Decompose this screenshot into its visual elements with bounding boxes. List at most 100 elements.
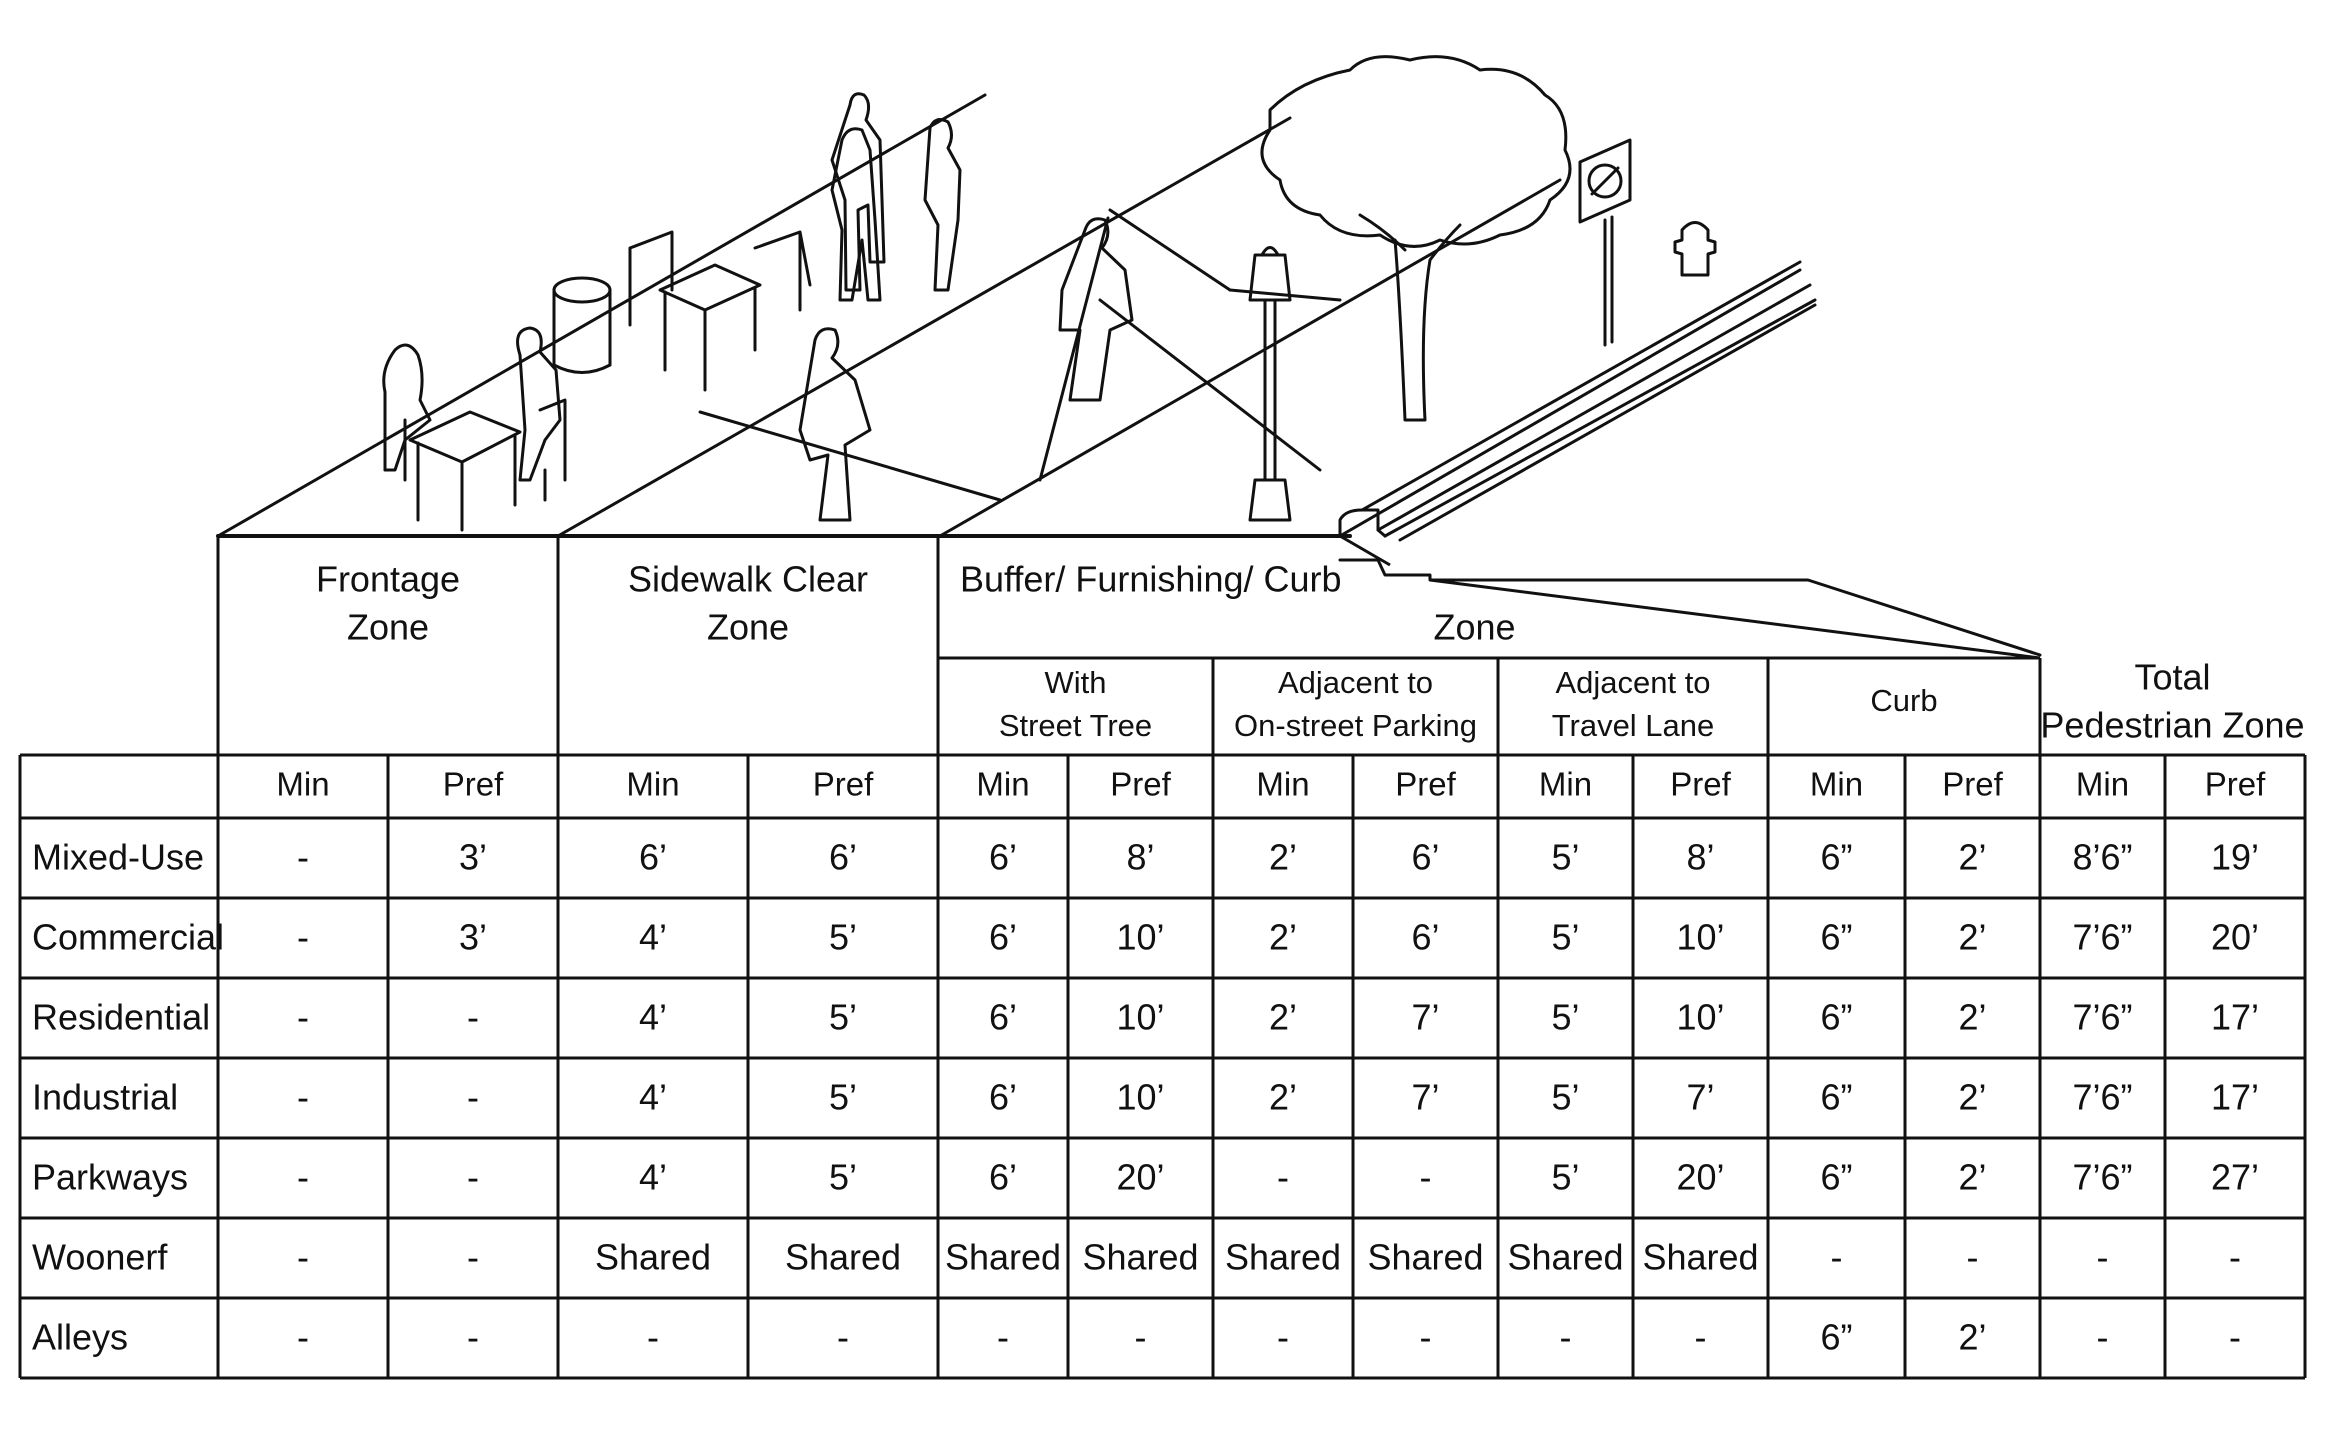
trash-can-icon xyxy=(552,276,612,374)
curb-connector-line xyxy=(1339,534,1391,567)
table-cell: 2’ xyxy=(1958,1077,1986,1118)
street-tree-header-line-0: With xyxy=(1045,665,1107,700)
table-cell: 6’ xyxy=(829,837,857,878)
table-cell: 10’ xyxy=(1116,997,1164,1038)
row-label: Residential xyxy=(32,997,210,1038)
onstreet-parking-header-line-1: On-street Parking xyxy=(1234,708,1477,743)
table-cell: - xyxy=(2097,1237,2109,1278)
table-cell: 5’ xyxy=(1551,1077,1579,1118)
pref-label: Pref xyxy=(1110,766,1171,803)
row-label: Alleys xyxy=(32,1317,128,1358)
table-cell: 2’ xyxy=(1269,837,1297,878)
pref-label: Pref xyxy=(813,766,874,803)
buffer-zone-header-line-0: Buffer/ Furnishing/ Curb xyxy=(960,559,1342,600)
table-cell: Shared xyxy=(945,1237,1061,1278)
sidewalk-zone-header-line-1: Zone xyxy=(707,607,789,648)
table-cell: - xyxy=(467,997,479,1038)
table-cell: 2’ xyxy=(1958,837,1986,878)
table-cell: 27’ xyxy=(2211,1157,2259,1198)
table-cell: 7’6” xyxy=(2072,1157,2132,1198)
min-label: Min xyxy=(976,766,1029,803)
pref-label: Pref xyxy=(443,766,504,803)
table-cell: - xyxy=(1560,1317,1572,1358)
pref-label: Pref xyxy=(1942,766,2003,803)
table-cell: - xyxy=(297,997,309,1038)
table-cell: 5’ xyxy=(1551,837,1579,878)
pref-label: Pref xyxy=(2205,766,2266,803)
min-label: Min xyxy=(1810,766,1863,803)
row-label: Industrial xyxy=(32,1077,178,1118)
table-cell: 4’ xyxy=(639,1157,667,1198)
table-cell: Shared xyxy=(1082,1237,1198,1278)
curb-connector-slant xyxy=(1429,578,2041,660)
table-cell: 19’ xyxy=(2211,837,2259,878)
cafe-table-icon xyxy=(382,326,567,532)
table-cell: 2’ xyxy=(1958,917,1986,958)
table-cell: 6” xyxy=(1820,917,1852,958)
table-cell: 17’ xyxy=(2211,1077,2259,1118)
table-cell: Shared xyxy=(1642,1237,1758,1278)
table-cell: - xyxy=(297,917,309,958)
row-label: Parkways xyxy=(32,1157,188,1198)
table-cell: 10’ xyxy=(1116,917,1164,958)
travel-lane-header-line-1: Travel Lane xyxy=(1552,708,1715,743)
table-cell: - xyxy=(467,1157,479,1198)
table-cell: 8’ xyxy=(1686,837,1714,878)
table-cell: 5’ xyxy=(1551,917,1579,958)
table-cell: 2’ xyxy=(1958,1157,1986,1198)
table-cell: 7’6” xyxy=(2072,917,2132,958)
row-label: Mixed-Use xyxy=(32,837,204,878)
table-cell: 6’ xyxy=(1411,837,1439,878)
table-cell: - xyxy=(1420,1157,1432,1198)
frontage-zone-header-line-0: Frontage xyxy=(316,559,460,600)
standing-people-icon xyxy=(830,92,962,302)
row-label: Woonerf xyxy=(32,1237,168,1278)
table-cell: 6’ xyxy=(989,1077,1017,1118)
table-cell: 6’ xyxy=(989,917,1017,958)
cafe-table-icon-2 xyxy=(628,230,812,392)
table-cell: 6” xyxy=(1820,1317,1852,1358)
table-cell: Shared xyxy=(1367,1237,1483,1278)
table-cell: 20’ xyxy=(2211,917,2259,958)
total-pedestrian-zone-header-line-1: Pedestrian Zone xyxy=(2040,705,2304,746)
table-cell: 6” xyxy=(1820,997,1852,1038)
table-cell: - xyxy=(647,1317,659,1358)
table-cell: 4’ xyxy=(639,1077,667,1118)
table-cell: 6” xyxy=(1820,1077,1852,1118)
table-cell: Shared xyxy=(1225,1237,1341,1278)
table-cell: - xyxy=(1967,1237,1979,1278)
onstreet-parking-header-line-0: Adjacent to xyxy=(1278,665,1433,700)
table-cell: 5’ xyxy=(1551,1157,1579,1198)
table-cell: 2’ xyxy=(1269,1077,1297,1118)
table-cell: 8’ xyxy=(1126,837,1154,878)
table-cell: 6’ xyxy=(989,837,1017,878)
table-cell: 7’6” xyxy=(2072,1077,2132,1118)
min-label: Min xyxy=(1256,766,1309,803)
table-cell: Shared xyxy=(785,1237,901,1278)
table-cell: - xyxy=(467,1077,479,1118)
table-cell: - xyxy=(297,1237,309,1278)
table-cell: 4’ xyxy=(639,997,667,1038)
table-cell: 3’ xyxy=(459,917,487,958)
table-cell: 6’ xyxy=(639,837,667,878)
table-cell: - xyxy=(297,837,309,878)
sidewalk-zone-header-line-0: Sidewalk Clear xyxy=(628,559,868,600)
table-cell: - xyxy=(1277,1317,1289,1358)
street-lamp-icon xyxy=(1248,246,1292,522)
table-cell: 6’ xyxy=(1411,917,1439,958)
table-cell: 10’ xyxy=(1116,1077,1164,1118)
table-cell: 5’ xyxy=(829,1077,857,1118)
buffer-zone-header-line-1: Zone xyxy=(1433,607,1515,648)
table-cell: - xyxy=(2097,1317,2109,1358)
table-cell: 2’ xyxy=(1958,1317,1986,1358)
table-cell: 2’ xyxy=(1958,997,1986,1038)
table-cell: - xyxy=(467,1237,479,1278)
table-cell: 7’ xyxy=(1411,1077,1439,1118)
table-cell: - xyxy=(297,1077,309,1118)
table-cell: 7’6” xyxy=(2072,997,2132,1038)
table-cell: - xyxy=(1277,1157,1289,1198)
frontage-zone-header-line-1: Zone xyxy=(347,607,429,648)
table-cell: - xyxy=(2229,1237,2241,1278)
table-cell: 5’ xyxy=(829,1157,857,1198)
